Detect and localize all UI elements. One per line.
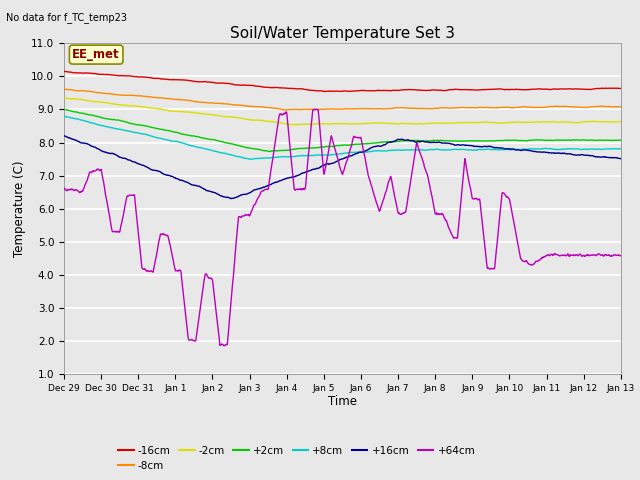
Text: EE_met: EE_met (72, 48, 120, 61)
X-axis label: Time: Time (328, 395, 357, 408)
Title: Soil/Water Temperature Set 3: Soil/Water Temperature Set 3 (230, 25, 455, 41)
Y-axis label: Temperature (C): Temperature (C) (13, 160, 26, 257)
Text: No data for f_TC_temp23: No data for f_TC_temp23 (6, 12, 127, 23)
Legend: -16cm, -8cm, -2cm, +2cm, +8cm, +16cm, +64cm: -16cm, -8cm, -2cm, +2cm, +8cm, +16cm, +6… (114, 442, 479, 475)
